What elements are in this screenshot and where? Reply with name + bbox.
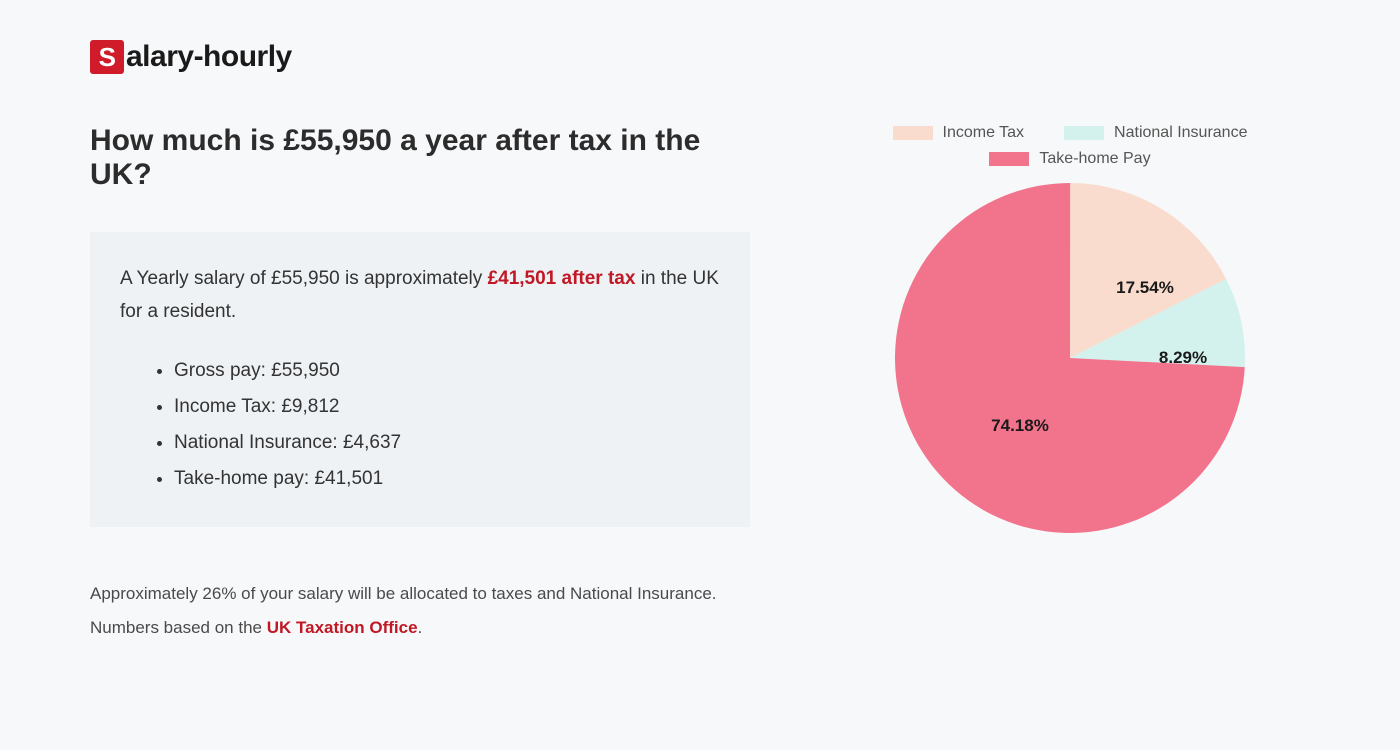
footnote-line1: Approximately 26% of your salary will be… xyxy=(90,584,717,603)
summary-sentence: A Yearly salary of £55,950 is approximat… xyxy=(120,262,720,329)
slice-label: 74.18% xyxy=(991,416,1049,436)
summary-highlight: £41,501 after tax xyxy=(488,268,636,289)
legend-swatch xyxy=(1064,126,1104,140)
slice-label: 17.54% xyxy=(1116,278,1174,298)
site-logo: Salary-hourly xyxy=(90,40,1310,74)
chart-legend: Income Tax National Insurance Take-home … xyxy=(830,124,1310,168)
footnote-line2-pre: Numbers based on the xyxy=(90,618,267,637)
tax-office-link[interactable]: UK Taxation Office xyxy=(267,618,418,637)
breakdown-list: Gross pay: £55,950 Income Tax: £9,812 Na… xyxy=(120,353,720,497)
legend-label: Take-home Pay xyxy=(1039,150,1150,168)
legend-label: Income Tax xyxy=(943,124,1025,142)
list-item: National Insurance: £4,637 xyxy=(174,425,720,461)
summary-box: A Yearly salary of £55,950 is approximat… xyxy=(90,232,750,527)
list-item: Income Tax: £9,812 xyxy=(174,389,720,425)
list-item: Gross pay: £55,950 xyxy=(174,353,720,389)
legend-swatch xyxy=(989,152,1029,166)
left-column: How much is £55,950 a year after tax in … xyxy=(90,124,750,645)
summary-pre: A Yearly salary of £55,950 is approximat… xyxy=(120,268,488,289)
right-column: Income Tax National Insurance Take-home … xyxy=(830,124,1310,645)
legend-item: Income Tax xyxy=(893,124,1025,142)
logo-box-letter: S xyxy=(90,40,124,74)
slice-label: 8.29% xyxy=(1159,348,1207,368)
logo-text: alary-hourly xyxy=(126,40,292,74)
pie-chart: 17.54% 8.29% 74.18% xyxy=(890,178,1250,538)
page-title: How much is £55,950 a year after tax in … xyxy=(90,124,750,192)
footnote-line2-post: . xyxy=(418,618,423,637)
legend-swatch xyxy=(893,126,933,140)
legend-label: National Insurance xyxy=(1114,124,1247,142)
legend-item: National Insurance xyxy=(1064,124,1247,142)
legend-item: Take-home Pay xyxy=(830,150,1310,168)
list-item: Take-home pay: £41,501 xyxy=(174,461,720,497)
footnote: Approximately 26% of your salary will be… xyxy=(90,577,750,645)
main-content: How much is £55,950 a year after tax in … xyxy=(90,124,1310,645)
